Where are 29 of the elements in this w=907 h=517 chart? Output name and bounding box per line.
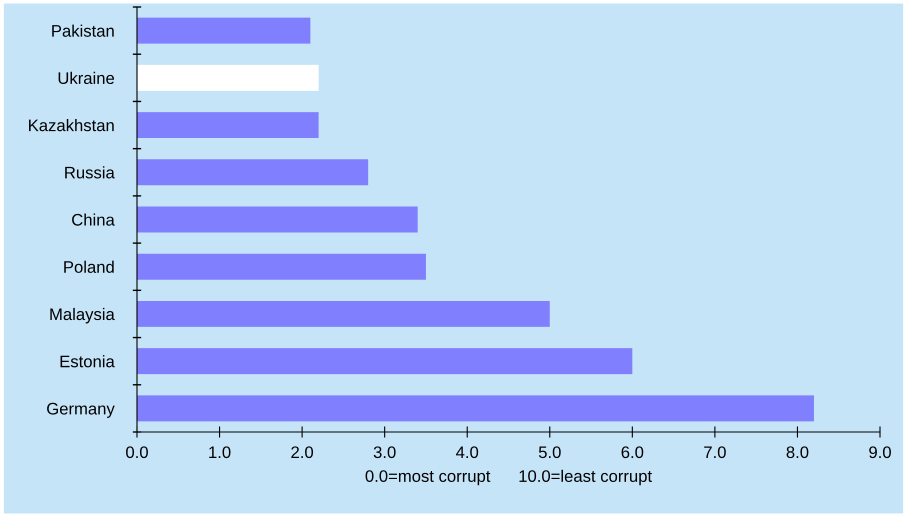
x-tick-label: 9.0: [869, 446, 891, 458]
y-tick-label: Estonia: [60, 355, 115, 368]
x-tick-label: 8.0: [786, 446, 808, 458]
bar: [137, 254, 426, 280]
y-tick-label: Russia: [65, 166, 115, 178]
bar: [137, 395, 814, 422]
y-tick-label: Malaysia: [50, 308, 115, 324]
y-tick-label: Pakistan: [52, 24, 114, 37]
y-tick-label: Poland: [64, 260, 114, 273]
y-tick-label: Germany: [47, 402, 115, 418]
x-tick-label: 0.0: [126, 446, 148, 458]
x-tick-label: 7.0: [704, 446, 726, 458]
y-tick-label: China: [72, 213, 115, 226]
bar: [137, 206, 418, 232]
x-tick-label: 2.0: [291, 446, 314, 458]
y-tick-label: Ukraine: [58, 72, 114, 84]
x-tick-label: 5.0: [538, 446, 561, 458]
bar: [137, 159, 368, 186]
x-tick-label: 4.0: [456, 446, 478, 458]
bar: [137, 300, 550, 327]
bar: [137, 18, 310, 44]
y-tick-label: Kazakhstan: [29, 119, 114, 132]
x-axis-title: 0.0=most corrupt 10.0=least corrupt: [366, 470, 652, 486]
x-tick-label: 1.0: [209, 446, 230, 458]
bar: [137, 112, 319, 138]
x-tick-label: 6.0: [622, 446, 644, 458]
x-tick-label: 3.0: [374, 446, 396, 458]
bar: [137, 348, 632, 374]
bar: [137, 64, 319, 91]
